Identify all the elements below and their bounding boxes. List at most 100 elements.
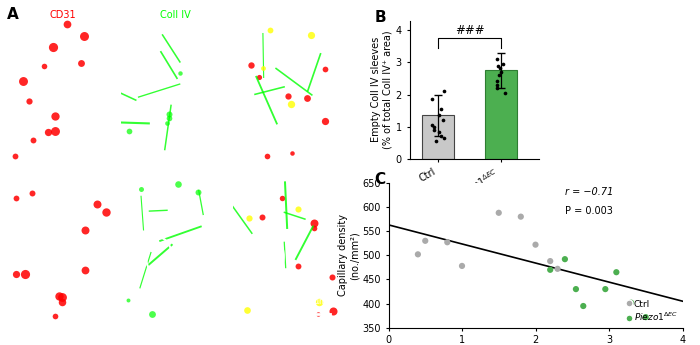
Point <box>193 189 204 195</box>
Point <box>61 21 72 27</box>
Point <box>552 266 564 272</box>
Point <box>302 95 313 101</box>
Text: Merge: Merge <box>272 10 302 20</box>
Point <box>241 307 252 313</box>
Point <box>328 308 339 313</box>
Point <box>640 314 652 320</box>
Text: A: A <box>7 7 19 22</box>
Point <box>244 215 255 220</box>
Point <box>626 300 637 305</box>
Point <box>136 187 147 192</box>
Point <box>426 97 438 102</box>
Point <box>500 90 511 96</box>
Point <box>314 299 325 304</box>
Point <box>20 271 31 277</box>
Point <box>10 272 21 277</box>
Text: $Piezo1^{\Delta EC}$: $Piezo1^{\Delta EC}$ <box>8 228 20 269</box>
Point <box>491 57 502 62</box>
Point <box>265 27 276 33</box>
Text: 50 μm: 50 μm <box>302 297 326 306</box>
Point <box>174 70 186 76</box>
Point <box>76 60 87 65</box>
Point <box>306 32 317 38</box>
Point <box>545 267 556 273</box>
Point <box>438 89 449 94</box>
Point <box>319 66 330 71</box>
Point <box>245 62 256 68</box>
Point <box>50 313 61 319</box>
Point <box>293 206 304 212</box>
Y-axis label: Capillary density
(no./mm²): Capillary density (no./mm²) <box>338 214 360 296</box>
Point <box>435 133 447 138</box>
Bar <box>422 115 454 159</box>
Point <box>545 258 556 264</box>
Point <box>27 190 38 196</box>
Point <box>48 45 59 50</box>
Text: ###: ### <box>455 24 484 37</box>
Point <box>308 226 319 231</box>
Point <box>428 124 439 129</box>
Point <box>559 256 570 262</box>
Point <box>600 286 611 292</box>
Point <box>258 65 269 71</box>
Point <box>497 61 508 67</box>
Point <box>494 210 505 216</box>
Point <box>530 242 541 247</box>
Point <box>578 303 589 309</box>
Point <box>430 138 442 144</box>
Text: Coll IV: Coll IV <box>160 10 190 20</box>
Point <box>493 63 504 69</box>
Point <box>79 34 90 39</box>
Point <box>420 238 431 244</box>
Point <box>163 115 174 121</box>
Point <box>292 264 303 269</box>
Text: P = 0.003: P = 0.003 <box>565 206 612 216</box>
Text: CD31: CD31 <box>50 10 76 20</box>
Point <box>80 267 91 273</box>
Point <box>313 311 324 317</box>
Point <box>428 128 439 133</box>
Point <box>261 153 272 159</box>
Point <box>253 74 264 80</box>
Point <box>122 297 134 302</box>
Legend: Ctrl, $Piezo1^{\Delta EC}$: Ctrl, $Piezo1^{\Delta EC}$ <box>626 299 678 323</box>
Point <box>496 69 507 75</box>
Point <box>9 154 20 159</box>
Point <box>92 201 103 206</box>
Point <box>256 214 267 220</box>
Point <box>320 118 331 124</box>
Point <box>38 63 50 68</box>
Point <box>491 78 503 84</box>
Point <box>433 130 444 135</box>
Point <box>79 227 90 233</box>
Point <box>56 300 67 305</box>
Text: B: B <box>374 10 386 25</box>
Point <box>442 239 453 245</box>
Point <box>308 220 319 226</box>
Point <box>49 129 60 134</box>
Point <box>611 269 622 275</box>
Text: r = −0.71: r = −0.71 <box>565 187 613 197</box>
Text: Ctrl: Ctrl <box>8 81 18 98</box>
Point <box>163 111 174 116</box>
Point <box>435 106 446 112</box>
Point <box>433 112 444 118</box>
Point <box>491 82 503 88</box>
Point <box>412 252 423 257</box>
Point <box>123 129 134 134</box>
Bar <box>485 70 517 159</box>
Point <box>427 122 438 128</box>
Point <box>173 181 184 187</box>
Point <box>283 93 294 99</box>
Point <box>23 99 34 104</box>
Point <box>100 209 111 215</box>
Point <box>495 66 506 71</box>
Point <box>493 72 504 78</box>
Point <box>492 85 503 91</box>
Point <box>162 120 173 125</box>
Point <box>146 312 158 317</box>
Point <box>54 293 65 298</box>
Point <box>515 214 526 219</box>
Text: C: C <box>374 172 386 187</box>
Y-axis label: Empty Coll IV sleeves
(% of total Coll IV⁺ area): Empty Coll IV sleeves (% of total Coll I… <box>371 30 393 149</box>
